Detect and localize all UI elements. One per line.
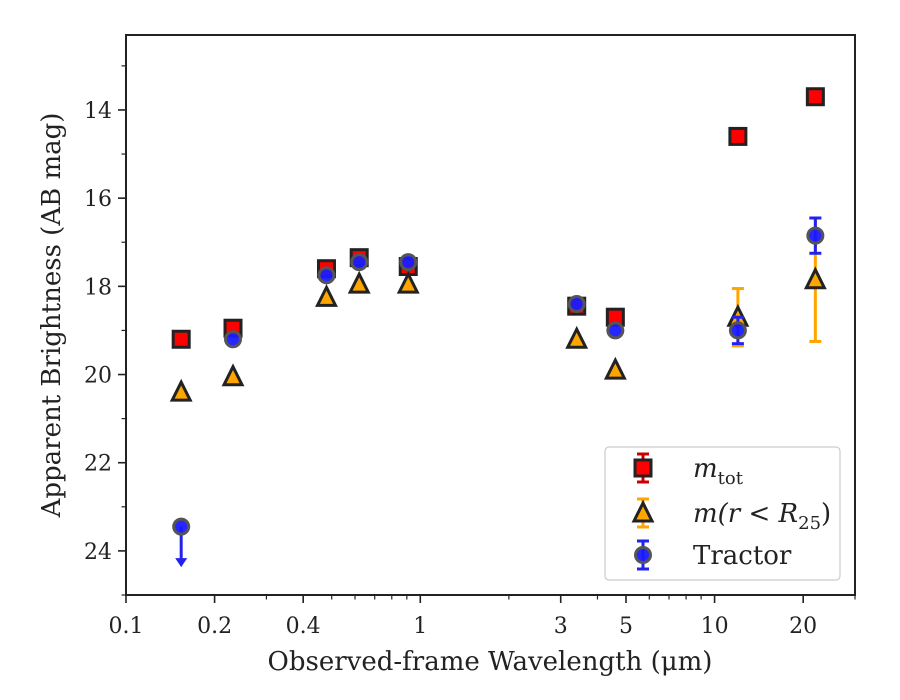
y-tick-label: 24 [84, 540, 112, 565]
data-point [315, 284, 338, 307]
data-point [565, 325, 589, 349]
y-tick-label: 14 [84, 99, 112, 124]
legend-label: m(r < R25) [693, 499, 831, 534]
upper-limit-arrow-head [175, 558, 188, 568]
series-1 [169, 216, 827, 402]
y-tick-label: 22 [84, 452, 112, 477]
legend-label-main: m(r < R [693, 499, 798, 529]
legend-label: mtot [693, 454, 744, 489]
legend-label-subscript: 25 [798, 513, 821, 534]
data-point [806, 226, 825, 245]
axes: 0.1 0.2 0.4 1 3 5 10 20 14 16 18 20 22 24 [84, 34, 856, 639]
x-tick-label: 0.4 [286, 614, 321, 639]
x-tick-label: 0.2 [197, 614, 232, 639]
series-0 [171, 87, 825, 349]
y-tick-label: 18 [84, 275, 112, 300]
x-tick-label: 5 [619, 614, 633, 639]
legend-label-main: Tractor [693, 541, 792, 571]
data-point [347, 270, 371, 294]
legend-label-tail: ) [821, 499, 831, 529]
legend-marker [633, 458, 653, 478]
legend-entry-2: Tractor [634, 539, 792, 571]
x-tick-label: 3 [554, 614, 568, 639]
legend-label: Tractor [693, 541, 792, 571]
data-point [172, 517, 191, 536]
x-axis-label: Observed-frame Wavelength (μm) [268, 647, 713, 677]
legend-label-subscript: tot [718, 468, 744, 489]
plot-frame [125, 34, 856, 596]
x-tick-label: 0.1 [109, 614, 144, 639]
legend-entry-0: mtot [633, 452, 744, 489]
data-point [567, 294, 586, 313]
x-tick-label: 10 [701, 614, 729, 639]
data-point [728, 321, 747, 340]
series-2 [172, 216, 825, 568]
data-point [169, 378, 193, 402]
data-point [603, 356, 627, 380]
data-point [171, 329, 191, 349]
data-point [399, 253, 418, 272]
legend: mtot m(r < R25) Tractor [604, 446, 841, 581]
legend-label-main: m [693, 454, 718, 484]
legend-marker [634, 546, 652, 564]
data-point [317, 266, 336, 285]
legend-box [604, 446, 841, 581]
x-tick-label: 1 [413, 614, 427, 639]
data-point [805, 87, 825, 107]
data-point [396, 270, 420, 294]
legend-entry-1: m(r < R25) [631, 497, 831, 534]
data-point [350, 253, 369, 272]
data-point [728, 126, 748, 146]
data-point [803, 266, 827, 290]
x-tick-label: 20 [789, 614, 817, 639]
y-axis-label: Apparent Brightness (AB mag) [37, 113, 67, 519]
data-point [224, 330, 243, 349]
y-tick-label: 16 [84, 187, 112, 212]
y-tick-label: 20 [84, 364, 112, 389]
plot-marks [169, 87, 827, 568]
data-point [606, 321, 625, 340]
legend-marker [631, 499, 655, 523]
data-point [221, 363, 245, 387]
